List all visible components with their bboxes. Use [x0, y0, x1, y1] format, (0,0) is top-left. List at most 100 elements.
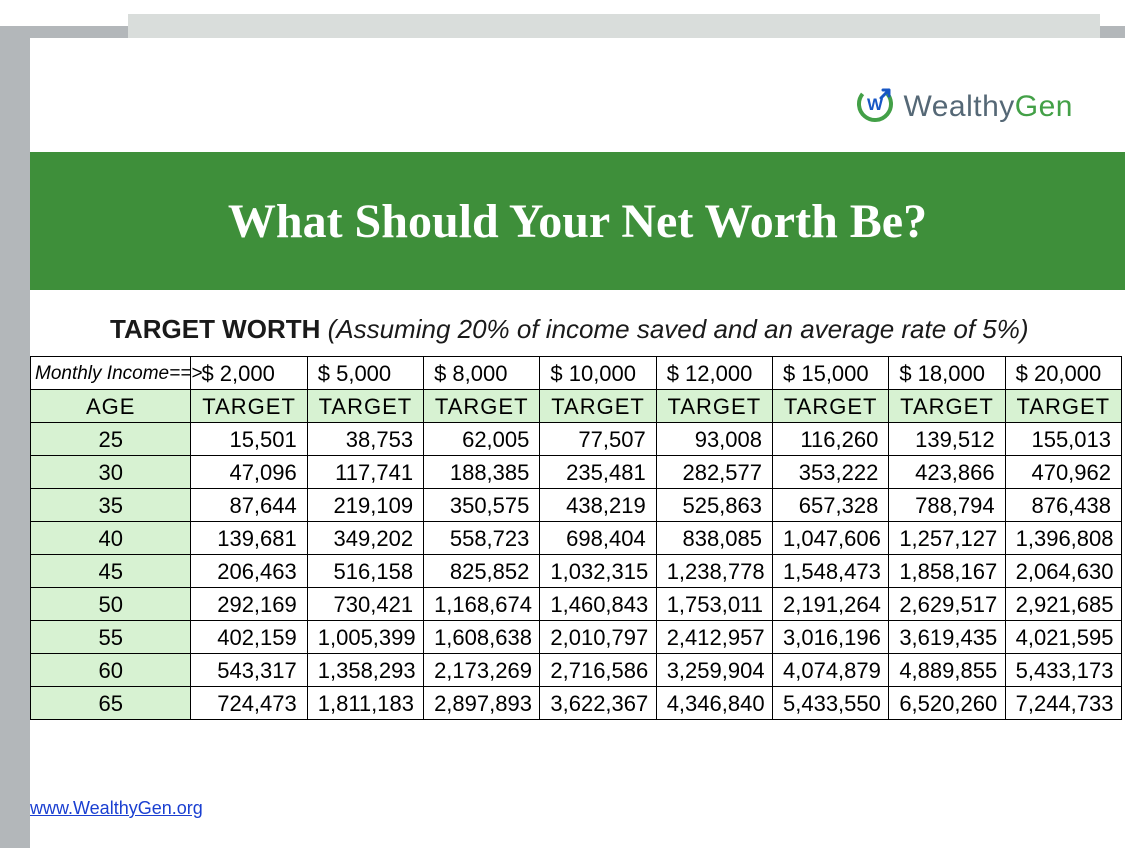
target-header-7: TARGET — [1005, 390, 1121, 423]
target-header-2: TARGET — [424, 390, 540, 423]
value-cell: 3,016,196 — [773, 621, 889, 654]
income-col-2: $ 8,000 — [424, 357, 540, 390]
target-header-6: TARGET — [889, 390, 1005, 423]
target-header-1: TARGET — [307, 390, 423, 423]
value-cell: 139,512 — [889, 423, 1005, 456]
value-cell: 349,202 — [307, 522, 423, 555]
value-cell: 1,460,843 — [540, 588, 656, 621]
value-cell: 2,191,264 — [773, 588, 889, 621]
value-cell: 657,328 — [773, 489, 889, 522]
value-cell: 698,404 — [540, 522, 656, 555]
table-row: 55402,1591,005,3991,608,6382,010,7972,41… — [31, 621, 1122, 654]
table-row: 40139,681349,202558,723698,404838,0851,0… — [31, 522, 1122, 555]
target-header-3: TARGET — [540, 390, 656, 423]
source-link[interactable]: www.WealthyGen.org — [30, 798, 203, 819]
income-col-5: $ 15,000 — [773, 357, 889, 390]
value-cell: 788,794 — [889, 489, 1005, 522]
value-cell: 1,753,011 — [656, 588, 772, 621]
value-cell: 876,438 — [1005, 489, 1121, 522]
value-cell: 5,433,550 — [773, 687, 889, 720]
monthly-income-label: Monthly Income==> — [31, 357, 191, 390]
target-header-5: TARGET — [773, 390, 889, 423]
target-header-0: TARGET — [191, 390, 307, 423]
value-cell: 2,412,957 — [656, 621, 772, 654]
subhead-italic: (Assuming 20% of income saved and an ave… — [320, 314, 1028, 344]
value-cell: 4,021,595 — [1005, 621, 1121, 654]
income-col-3: $ 10,000 — [540, 357, 656, 390]
table-row: 2515,50138,75362,00577,50793,008116,2601… — [31, 423, 1122, 456]
value-cell: 1,858,167 — [889, 555, 1005, 588]
age-cell: 60 — [31, 654, 191, 687]
value-cell: 423,866 — [889, 456, 1005, 489]
value-cell: 724,473 — [191, 687, 307, 720]
value-cell: 2,010,797 — [540, 621, 656, 654]
value-cell: 438,219 — [540, 489, 656, 522]
value-cell: 117,741 — [307, 456, 423, 489]
value-cell: 1,396,808 — [1005, 522, 1121, 555]
value-cell: 292,169 — [191, 588, 307, 621]
svg-text:W: W — [867, 95, 884, 114]
age-cell: 30 — [31, 456, 191, 489]
value-cell: 219,109 — [307, 489, 423, 522]
subhead-bold: TARGET WORTH — [110, 314, 320, 344]
value-cell: 2,716,586 — [540, 654, 656, 687]
age-cell: 45 — [31, 555, 191, 588]
value-cell: 1,005,399 — [307, 621, 423, 654]
age-header: AGE — [31, 390, 191, 423]
wealthygen-logo-icon: W — [855, 84, 895, 129]
value-cell: 1,811,183 — [307, 687, 423, 720]
income-col-0: $ 2,000 — [191, 357, 307, 390]
value-cell: 1,238,778 — [656, 555, 772, 588]
income-col-1: $ 5,000 — [307, 357, 423, 390]
value-cell: 2,897,893 — [424, 687, 540, 720]
subheading: TARGET WORTH (Assuming 20% of income sav… — [110, 314, 1125, 345]
value-cell: 47,096 — [191, 456, 307, 489]
brand-a: Wealthy — [903, 90, 1014, 123]
value-cell: 1,047,606 — [773, 522, 889, 555]
value-cell: 116,260 — [773, 423, 889, 456]
age-cell: 40 — [31, 522, 191, 555]
value-cell: 7,244,733 — [1005, 687, 1121, 720]
value-cell: 353,222 — [773, 456, 889, 489]
value-cell: 543,317 — [191, 654, 307, 687]
income-col-6: $ 18,000 — [889, 357, 1005, 390]
value-cell: 87,644 — [191, 489, 307, 522]
value-cell: 825,852 — [424, 555, 540, 588]
table-row: 45206,463516,158825,8521,032,3151,238,77… — [31, 555, 1122, 588]
value-cell: 15,501 — [191, 423, 307, 456]
age-cell: 65 — [31, 687, 191, 720]
value-cell: 62,005 — [424, 423, 540, 456]
value-cell: 4,346,840 — [656, 687, 772, 720]
title-banner: What Should Your Net Worth Be? — [30, 152, 1125, 290]
value-cell: 2,629,517 — [889, 588, 1005, 621]
value-cell: 1,168,674 — [424, 588, 540, 621]
value-cell: 3,259,904 — [656, 654, 772, 687]
age-cell: 50 — [31, 588, 191, 621]
value-cell: 93,008 — [656, 423, 772, 456]
value-cell: 4,889,855 — [889, 654, 1005, 687]
value-cell: 525,863 — [656, 489, 772, 522]
income-col-7: $ 20,000 — [1005, 357, 1121, 390]
value-cell: 155,013 — [1005, 423, 1121, 456]
value-cell: 235,481 — [540, 456, 656, 489]
table-row: 3587,644219,109350,575438,219525,863657,… — [31, 489, 1122, 522]
value-cell: 350,575 — [424, 489, 540, 522]
value-cell: 77,507 — [540, 423, 656, 456]
target-header-4: TARGET — [656, 390, 772, 423]
value-cell: 3,619,435 — [889, 621, 1005, 654]
value-cell: 1,358,293 — [307, 654, 423, 687]
value-cell: 2,173,269 — [424, 654, 540, 687]
table-row: 65724,4731,811,1832,897,8933,622,3674,34… — [31, 687, 1122, 720]
target-worth-table-container: Monthly Income==>$ 2,000$ 5,000$ 8,000$ … — [30, 356, 1122, 720]
value-cell: 1,032,315 — [540, 555, 656, 588]
value-cell: 402,159 — [191, 621, 307, 654]
value-cell: 1,548,473 — [773, 555, 889, 588]
income-col-4: $ 12,000 — [656, 357, 772, 390]
value-cell: 730,421 — [307, 588, 423, 621]
value-cell: 206,463 — [191, 555, 307, 588]
value-cell: 5,433,173 — [1005, 654, 1121, 687]
value-cell: 2,921,685 — [1005, 588, 1121, 621]
age-cell: 55 — [31, 621, 191, 654]
value-cell: 3,622,367 — [540, 687, 656, 720]
brand-b: Gen — [1015, 90, 1073, 123]
